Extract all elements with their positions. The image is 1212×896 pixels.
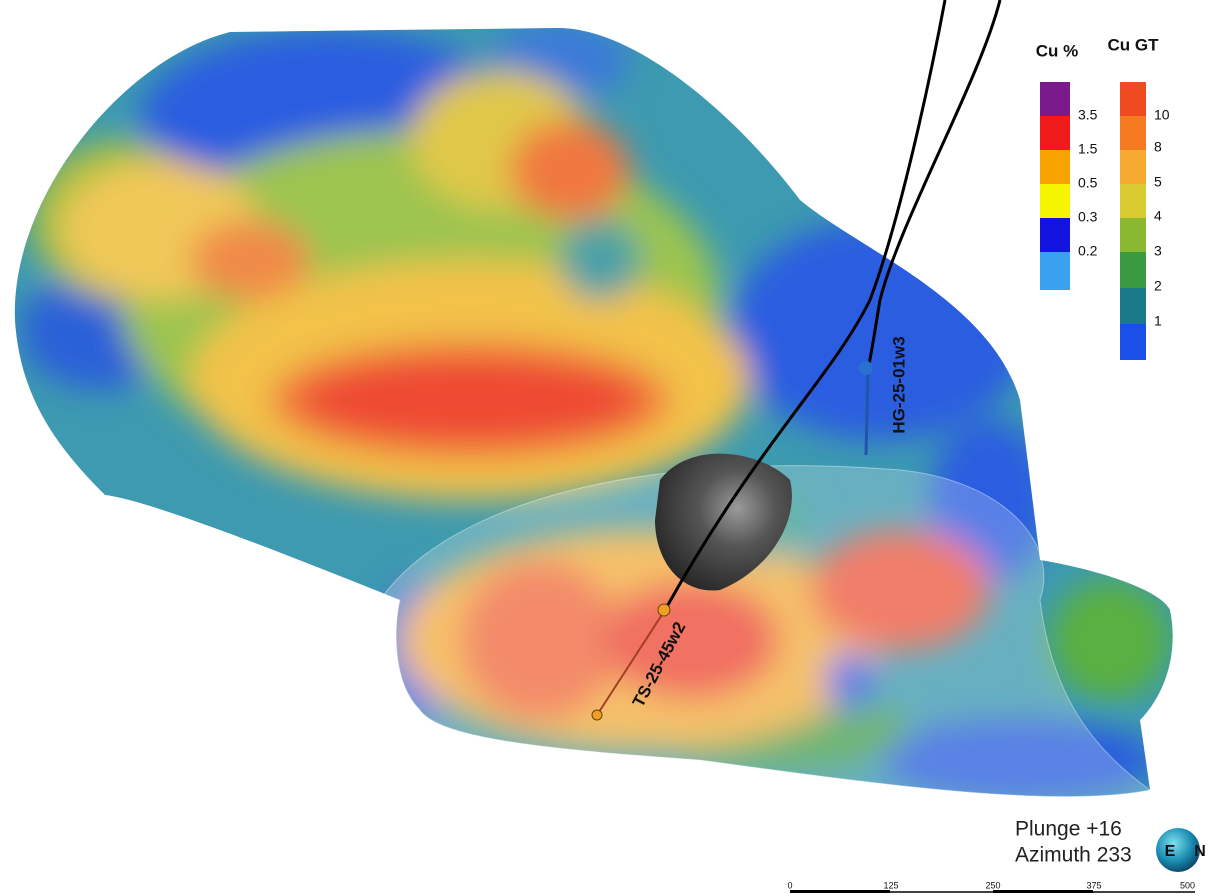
rock-body <box>655 453 792 591</box>
legend-swatch <box>1120 324 1146 360</box>
compass-label: E <box>1165 843 1176 860</box>
drill-trace <box>866 0 1002 371</box>
legend-swatch <box>1040 116 1070 150</box>
drill-collar <box>591 709 603 721</box>
legend-title: Cu % <box>1036 41 1079 60</box>
legend-label: 4 <box>1154 208 1162 224</box>
legend-label: 8 <box>1154 139 1162 155</box>
legend-label: 0.5 <box>1078 175 1098 191</box>
scale-bar: 0 125 250 375 500 <box>787 880 1195 893</box>
legend-swatch <box>1040 184 1070 218</box>
scale-label: 250 <box>985 880 1000 890</box>
legend-label: 1.5 <box>1078 141 1098 157</box>
compass-label: N <box>1194 843 1206 860</box>
compass: E N <box>1156 828 1206 872</box>
legend-label: 3 <box>1154 243 1162 259</box>
drill-hole-label: HG-25-01w3 <box>889 336 908 433</box>
legend-label: 10 <box>1154 107 1170 123</box>
scale-label: 500 <box>1180 880 1195 890</box>
legend-label: 0.3 <box>1078 209 1098 225</box>
drill-trace <box>663 0 947 611</box>
legend-swatch <box>1040 252 1070 290</box>
legend-label: 2 <box>1154 278 1162 294</box>
legend-swatch <box>1040 218 1070 252</box>
legend-label: 5 <box>1154 174 1162 190</box>
legend-label: 1 <box>1154 313 1162 329</box>
legend-label: 0.2 <box>1078 243 1098 259</box>
legend-swatch <box>1120 288 1146 324</box>
legend-swatch <box>1120 150 1146 184</box>
legend-swatch <box>1120 82 1146 116</box>
compass-globe <box>1156 828 1200 872</box>
legend-label: 3.5 <box>1078 107 1098 123</box>
legend-swatch <box>1040 82 1070 116</box>
scale-segment <box>993 890 1093 893</box>
drill-collar <box>859 361 873 375</box>
legend-cu-gt: Cu GT 10 8 5 4 3 2 1 <box>1108 35 1170 360</box>
scale-label: 0 <box>787 880 792 890</box>
legend-swatch <box>1120 218 1146 252</box>
legend-cu-pct: Cu % 3.5 1.5 0.5 0.3 0.2 <box>1036 41 1098 290</box>
scale-segment <box>790 890 890 893</box>
scale-label: 375 <box>1086 880 1101 890</box>
legend-swatch <box>1040 150 1070 184</box>
scale-label: 125 <box>883 880 898 890</box>
legend-swatch <box>1120 184 1146 218</box>
drill-trace <box>596 609 666 716</box>
drill-collar <box>657 603 671 617</box>
drill-trace <box>864 369 870 456</box>
plunge-label: Plunge +16 <box>1015 818 1122 841</box>
legend-swatch <box>1120 252 1146 288</box>
legend-swatch <box>1120 116 1146 150</box>
legend-title: Cu GT <box>1108 35 1160 54</box>
azimuth-label: Azimuth 233 <box>1015 844 1132 867</box>
